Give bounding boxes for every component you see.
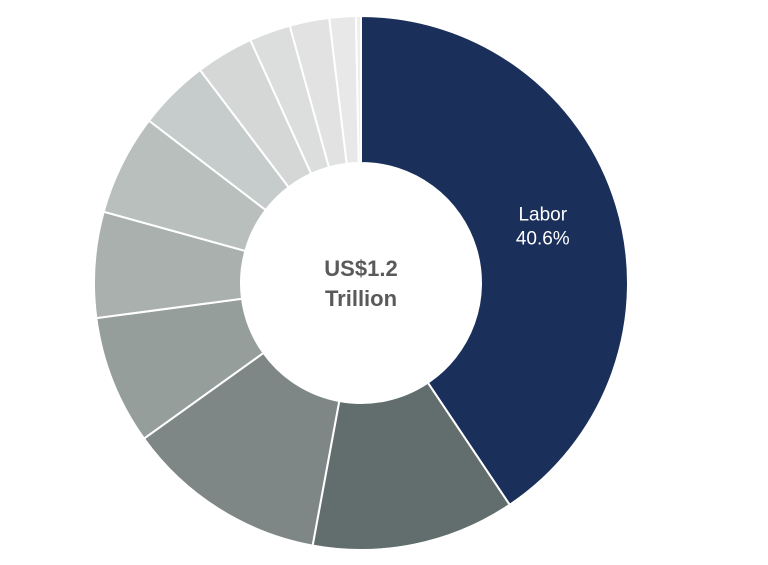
segment-value-label: 40.6% <box>516 229 570 250</box>
donut-segment <box>142 351 341 547</box>
segment-label: Labor <box>518 205 567 226</box>
donut-segment <box>354 14 362 165</box>
center-label: Trillion <box>325 286 397 311</box>
center-label: US$1.2 <box>324 256 397 281</box>
donut-segment <box>311 381 512 551</box>
donut-segment <box>360 14 629 507</box>
